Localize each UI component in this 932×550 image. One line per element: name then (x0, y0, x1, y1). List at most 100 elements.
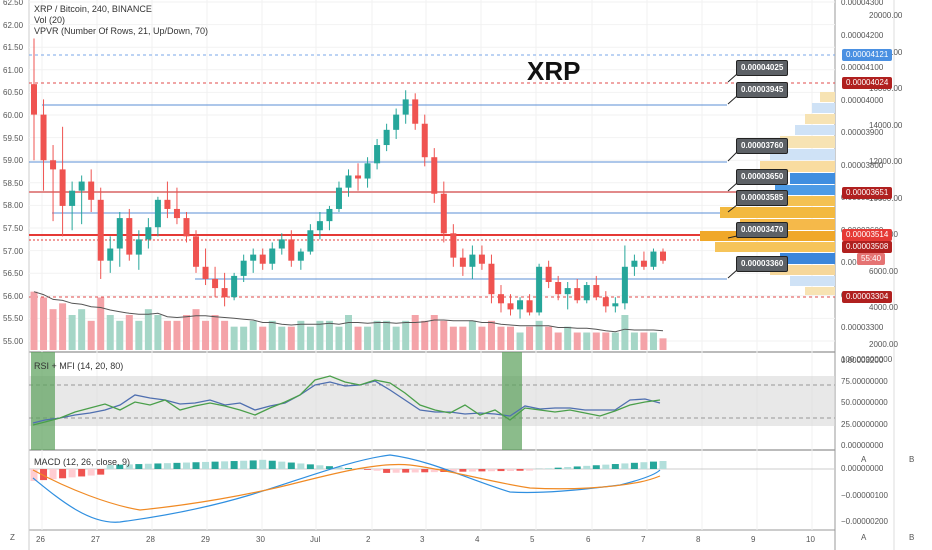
candle-body[interactable] (660, 251, 666, 261)
scale-mode-button[interactable]: B (909, 533, 915, 542)
candle-body[interactable] (221, 288, 228, 298)
volume-indicator-label[interactable]: Vol (20) (34, 15, 66, 25)
macd-indicator-label[interactable]: MACD (12, 26, close, 9) (34, 457, 131, 467)
candle-body[interactable] (173, 208, 180, 219)
price-callout[interactable]: 0.00003650 (736, 169, 789, 185)
price-callout[interactable]: 0.00003945 (736, 82, 789, 98)
price-callout[interactable]: 0.00003760 (736, 138, 789, 154)
candle-body[interactable] (488, 263, 495, 295)
candle-body[interactable] (459, 257, 466, 267)
symbol-title[interactable]: XRP / Bitcoin, 240, BINANCE (34, 4, 152, 14)
macd-axis-tick: −0.00000100 (841, 490, 888, 500)
candle-body[interactable] (450, 233, 457, 258)
volume-bar (249, 320, 257, 350)
candle-body[interactable] (507, 303, 514, 310)
candle-body[interactable] (383, 129, 390, 146)
candle-body[interactable] (393, 114, 400, 130)
candle-body[interactable] (297, 251, 304, 261)
candle-body[interactable] (88, 181, 95, 200)
candle-body[interactable] (602, 297, 609, 307)
candle-body[interactable] (478, 254, 485, 264)
candle-body[interactable] (164, 199, 171, 209)
candle-body[interactable] (269, 248, 276, 264)
candle-body[interactable] (402, 99, 409, 115)
candle-body[interactable] (440, 193, 447, 234)
vpvr-bar (715, 242, 835, 252)
candle-body[interactable] (154, 199, 161, 228)
macd-histogram-bar (144, 463, 152, 469)
candle-body[interactable] (345, 175, 352, 188)
candle-body[interactable] (78, 181, 85, 191)
candle-body[interactable] (59, 169, 66, 206)
candle-body[interactable] (545, 266, 552, 282)
macd-histogram-bar (192, 462, 200, 469)
candle-body[interactable] (31, 84, 37, 115)
candle-body[interactable] (497, 294, 504, 304)
candle-body[interactable] (612, 303, 619, 307)
volume-bar (392, 326, 400, 350)
volume-bar (497, 326, 505, 350)
candle-body[interactable] (107, 248, 114, 261)
candle-body[interactable] (421, 123, 428, 158)
candle-body[interactable] (250, 254, 257, 261)
candle-body[interactable] (335, 187, 342, 209)
zoom-button[interactable]: Z (10, 533, 15, 542)
macd-axis-tick: −0.00000200 (841, 517, 888, 526)
candle-body[interactable] (526, 300, 533, 313)
price-callout[interactable]: 0.00003470 (736, 222, 789, 238)
candle-body[interactable] (240, 260, 247, 276)
candle-body[interactable] (212, 278, 219, 289)
candle-body[interactable] (583, 285, 590, 301)
time-axis-label: 9 (751, 535, 756, 544)
candle-body[interactable] (574, 288, 581, 301)
candle-body[interactable] (621, 266, 628, 304)
candles[interactable] (31, 38, 666, 319)
candle-body[interactable] (259, 254, 266, 264)
candle-body[interactable] (469, 254, 476, 267)
candle-body[interactable] (116, 218, 123, 249)
candle-body[interactable] (555, 282, 562, 295)
candle-body[interactable] (431, 157, 438, 194)
candle-body[interactable] (316, 221, 323, 231)
rsi-indicator-label[interactable]: RSI + MFI (14, 20, 80) (34, 361, 124, 371)
candle-body[interactable] (517, 300, 524, 310)
candle-body[interactable] (374, 145, 381, 164)
candle-body[interactable] (50, 160, 57, 170)
candle-body[interactable] (183, 218, 190, 237)
candle-body[interactable] (640, 260, 647, 267)
volume-bar (144, 309, 152, 350)
candle-body[interactable] (202, 266, 209, 279)
candle-body[interactable] (97, 199, 104, 261)
candle-body[interactable] (40, 114, 47, 161)
candle-body[interactable] (631, 260, 638, 267)
price-callout[interactable]: 0.00003585 (736, 190, 789, 206)
candle-body[interactable] (593, 285, 600, 298)
price-callout[interactable]: 0.00003360 (736, 256, 789, 272)
candle-body[interactable] (135, 239, 142, 255)
volume-bars (30, 291, 667, 350)
volume-bar (135, 320, 143, 350)
candle-body[interactable] (126, 218, 133, 255)
auto-scale-button[interactable]: A (861, 533, 867, 542)
macd-histogram-bar (583, 465, 591, 469)
candle-body[interactable] (355, 175, 362, 179)
candle-body[interactable] (650, 251, 657, 267)
candle-body[interactable] (231, 275, 238, 298)
candle-body[interactable] (278, 239, 285, 249)
candle-body[interactable] (564, 288, 571, 295)
candle-body[interactable] (326, 208, 333, 222)
volume-bar (440, 320, 448, 350)
candle-body[interactable] (307, 230, 314, 252)
price-callout[interactable]: 0.00004025 (736, 60, 789, 76)
candle-body[interactable] (364, 163, 371, 179)
volume-bar (78, 309, 86, 350)
candle-body[interactable] (69, 190, 76, 206)
candle-body[interactable] (412, 99, 419, 124)
candle-body[interactable] (536, 266, 543, 313)
candle-body[interactable] (145, 227, 152, 240)
volume-axis-tick: 4000.00 (869, 303, 898, 312)
vpvr-indicator-label[interactable]: VPVR (Number Of Rows, 21, Up/Down, 70) (34, 26, 209, 36)
candle-body[interactable] (288, 239, 295, 261)
candle-body[interactable] (193, 236, 200, 267)
